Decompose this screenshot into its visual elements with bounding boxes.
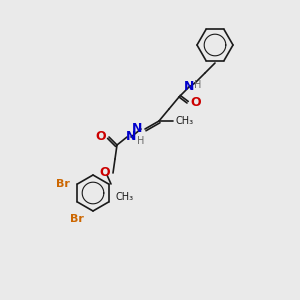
Text: CH₃: CH₃ <box>115 192 133 202</box>
Text: N: N <box>132 122 142 136</box>
Text: CH₃: CH₃ <box>175 116 193 126</box>
Text: N: N <box>184 80 194 94</box>
Text: H: H <box>137 136 144 146</box>
Text: N: N <box>126 130 136 143</box>
Text: O: O <box>100 167 110 179</box>
Text: Br: Br <box>70 214 84 224</box>
Text: Br: Br <box>56 179 69 189</box>
Text: O: O <box>190 97 201 110</box>
Text: H: H <box>194 80 201 90</box>
Text: O: O <box>96 130 106 143</box>
